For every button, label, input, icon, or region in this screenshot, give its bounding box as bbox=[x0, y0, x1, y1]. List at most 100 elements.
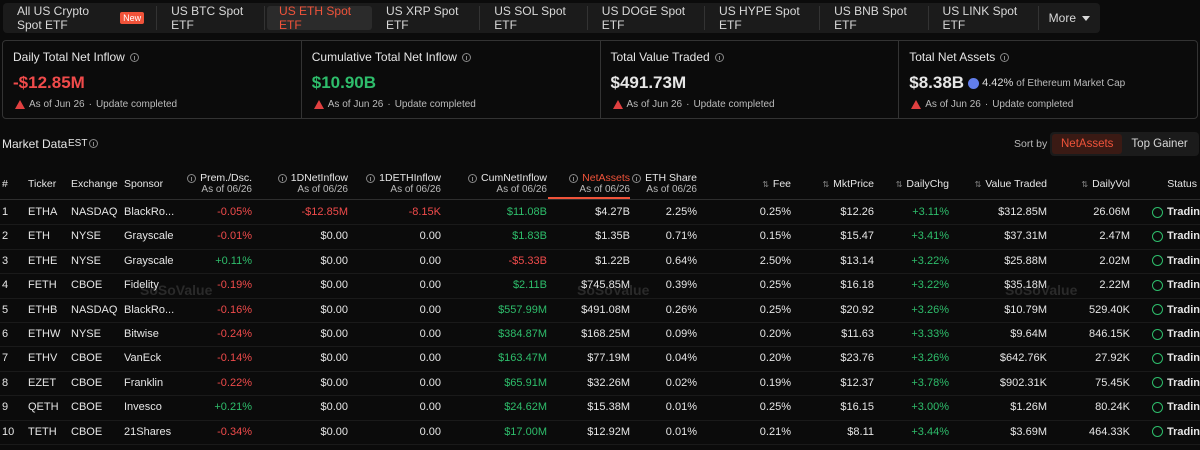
column-header[interactable]: ⇅ MktPrice bbox=[822, 178, 874, 190]
header-name: Value Traded bbox=[985, 178, 1047, 190]
column-header: Exchange bbox=[71, 178, 118, 190]
card-value-text: $8.38B bbox=[909, 73, 965, 92]
header-name: Sponsor bbox=[124, 178, 164, 190]
table-cell: $4.27B bbox=[595, 206, 630, 218]
table-cell: $491.08M bbox=[581, 303, 630, 316]
table-cell: 0.25% bbox=[759, 303, 791, 316]
status-cell: Trading bbox=[1152, 328, 1200, 340]
table-cell: 2 bbox=[2, 230, 9, 243]
tab[interactable]: US XRP Spot ETF bbox=[374, 4, 481, 32]
table-cell: $77.19M bbox=[587, 352, 630, 365]
table-cell: $37.31M bbox=[1004, 230, 1047, 243]
table-cell: Bitwise bbox=[124, 328, 159, 340]
table-cell: Grayscale bbox=[124, 254, 174, 267]
table-cell: $902.31K bbox=[999, 376, 1047, 389]
header-row: 1DETHInflow bbox=[366, 172, 441, 184]
table-cell: +3.33% bbox=[911, 328, 949, 340]
column-header[interactable]: NetAssets As of 06/26 bbox=[569, 172, 630, 195]
table-cell: 464.33K bbox=[1089, 425, 1130, 438]
table-cell: $1.26M bbox=[1010, 401, 1047, 414]
table-cell: QETH bbox=[28, 401, 59, 414]
column-header[interactable]: ⇅ Fee bbox=[762, 178, 791, 190]
tab[interactable]: US DOGE Spot ETF bbox=[590, 4, 706, 32]
table-cell: 7 bbox=[2, 352, 9, 365]
table-cell: +3.44% bbox=[911, 425, 949, 438]
row-divider bbox=[0, 224, 1200, 226]
tab[interactable]: All US Crypto Spot ETF New bbox=[5, 4, 158, 32]
table-cell: CBOE bbox=[71, 425, 103, 438]
table-cell: 0.64% bbox=[665, 254, 697, 267]
table-cell: 80.24K bbox=[1095, 401, 1130, 414]
column-header[interactable]: ETH Share As of 06/26 bbox=[632, 172, 697, 195]
status-date: As of Jun 26 bbox=[925, 99, 981, 110]
row-divider bbox=[0, 273, 1200, 275]
table-cell: $2.11B bbox=[512, 279, 547, 292]
table-cell: EZET bbox=[28, 376, 57, 389]
tab[interactable]: US BNB Spot ETF bbox=[822, 4, 929, 32]
header-name: CumNetInflow bbox=[481, 172, 547, 184]
header-name: ETH Share bbox=[645, 172, 697, 184]
table-cell: NYSE bbox=[71, 328, 101, 340]
check-icon bbox=[1152, 426, 1163, 438]
table-cell: NASDAQ bbox=[71, 206, 118, 218]
column-header[interactable]: Status bbox=[1167, 178, 1197, 190]
market-title: Market Data bbox=[2, 137, 68, 151]
status-cell: Trading bbox=[1152, 230, 1200, 242]
row-divider bbox=[0, 444, 1200, 445]
tab[interactable]: US SOL Spot ETF bbox=[482, 4, 588, 32]
column-header[interactable]: ⇅ DailyVol bbox=[1081, 178, 1130, 190]
active-underline bbox=[548, 197, 630, 199]
table-cell: 21Shares bbox=[124, 425, 172, 438]
table-cell: 0.00 bbox=[419, 230, 441, 243]
column-header[interactable]: ⇅ Value Traded bbox=[975, 178, 1047, 190]
column-header[interactable]: 1DETHInflow As of 06/26 bbox=[366, 172, 441, 195]
watermark: SoSoValue bbox=[140, 282, 213, 298]
sort-option[interactable]: NetAssets bbox=[1052, 134, 1123, 154]
more-menu[interactable]: More bbox=[1039, 11, 1100, 25]
summary-cards: Daily Total Net Inflow -$12.85M As of Jun … bbox=[2, 40, 1198, 119]
table-cell: 0.25% bbox=[759, 206, 791, 218]
table-cell: $0.00 bbox=[320, 230, 348, 243]
tab[interactable]: US ETH Spot ETF bbox=[267, 4, 372, 32]
status-text: Update completed bbox=[992, 99, 1074, 110]
table-cell: 8 bbox=[2, 376, 9, 389]
column-header[interactable]: ⇅ DailyChg bbox=[896, 178, 949, 190]
sort-label: Sort by bbox=[1014, 138, 1048, 150]
status-text: Trading bbox=[1167, 352, 1200, 365]
header-divider bbox=[0, 199, 1200, 200]
check-icon bbox=[1152, 206, 1163, 218]
column-header: # bbox=[2, 178, 8, 190]
table-cell: $35.18M bbox=[1004, 279, 1047, 292]
tab[interactable]: US LINK Spot ETF bbox=[931, 4, 1039, 32]
table-cell: +3.11% bbox=[912, 206, 949, 218]
card-status: As of Jun 26 · Update completed bbox=[911, 99, 1073, 110]
table-cell: ETHW bbox=[28, 328, 61, 340]
table-cell: $3.69M bbox=[1010, 425, 1047, 438]
column-header[interactable]: Prem./Dsc. As of 06/26 bbox=[187, 172, 252, 195]
tab-label: US BNB Spot ETF bbox=[834, 4, 907, 32]
table-cell: TETH bbox=[28, 425, 57, 438]
status-cell: Trading bbox=[1152, 279, 1200, 291]
column-header[interactable]: CumNetInflow As of 06/26 bbox=[468, 172, 547, 195]
header-row: Ticker bbox=[28, 178, 56, 190]
header-name: NetAssets bbox=[582, 172, 630, 184]
sort-option[interactable]: Top Gainer bbox=[1131, 138, 1188, 150]
column-header[interactable]: 1DNetInflow As of 06/26 bbox=[277, 172, 348, 195]
tab[interactable]: US HYPE Spot ETF bbox=[707, 4, 821, 32]
tab-bar: All US Crypto Spot ETF New US BTC Spot ETF… bbox=[3, 3, 1100, 33]
summary-card: Total Net Assets $8.38B 4.42% of Ethereum M… bbox=[899, 41, 1197, 118]
header-name: # bbox=[2, 178, 8, 190]
table-cell: CBOE bbox=[71, 352, 103, 365]
status-cell: Trading bbox=[1152, 401, 1200, 413]
header-sub: As of 06/26 bbox=[496, 184, 547, 195]
tab[interactable]: US BTC Spot ETF bbox=[159, 4, 266, 32]
table-cell: +3.00% bbox=[911, 401, 949, 414]
summary-card: Daily Total Net Inflow -$12.85M As of Jun … bbox=[3, 41, 302, 118]
table-cell: $16.18 bbox=[840, 279, 874, 292]
table-cell: -8.15K bbox=[408, 206, 441, 218]
header-sub: As of 06/26 bbox=[390, 184, 441, 195]
table-cell: CBOE bbox=[71, 401, 103, 414]
table-cell: Franklin bbox=[124, 376, 164, 389]
table-cell: +3.26% bbox=[911, 303, 949, 316]
status-text: Trading bbox=[1167, 279, 1200, 292]
